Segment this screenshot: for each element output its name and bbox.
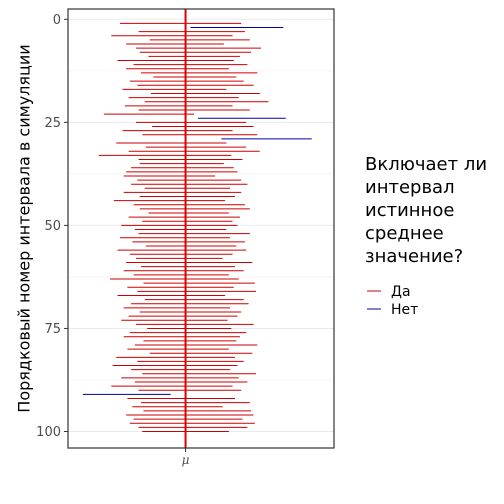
legend: Включает лиинтервалистинноесреднеезначен… — [365, 154, 487, 318]
y-tick-label: 25 — [44, 116, 61, 131]
interval-segments — [82, 22, 312, 433]
y-tick-label: 0 — [53, 13, 61, 28]
y-axis-ticks: 0 25 50 75 100 — [36, 13, 68, 440]
y-tick-label: 100 — [36, 425, 61, 440]
x-tick-label: μ — [182, 453, 190, 467]
y-tick-label: 50 — [44, 219, 61, 234]
legend-title-line: значение? — [365, 246, 463, 267]
y-axis-title: Порядковый номер интервала в симуляции — [15, 44, 34, 412]
y-tick-label: 75 — [44, 322, 61, 337]
legend-label: Да — [391, 284, 411, 300]
x-axis-ticks: μ — [182, 448, 190, 467]
legend-title-line: Включает ли — [365, 154, 487, 175]
panel-border — [67, 8, 335, 449]
legend-title-line: среднее — [365, 223, 444, 244]
legend-title-line: истинное — [365, 200, 454, 221]
legend-title-line: интервал — [365, 177, 455, 198]
legend-label: Нет — [391, 302, 418, 318]
